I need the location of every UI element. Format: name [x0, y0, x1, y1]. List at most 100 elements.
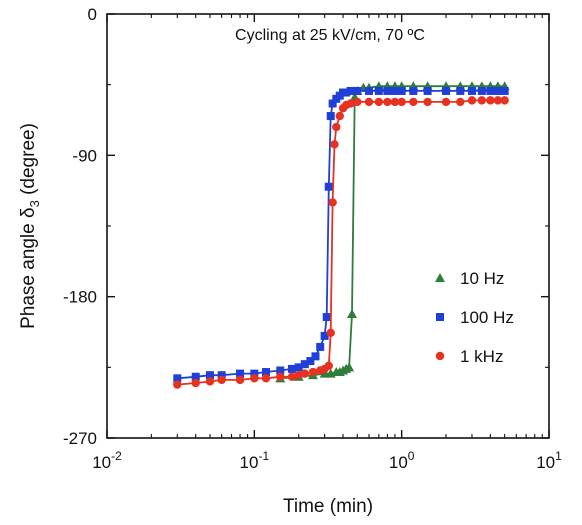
axis-ticks [106, 13, 550, 439]
y-axis-title-unit: (degree) [18, 123, 39, 200]
data-point-1-khz [324, 361, 333, 370]
data-point-1-khz [330, 140, 339, 149]
data-point-1-khz [276, 372, 285, 381]
data-point-100-hz [173, 374, 182, 383]
data-point-1-khz [326, 328, 335, 337]
data-point-100-hz [311, 352, 320, 361]
data-point-1-khz [390, 97, 400, 107]
x-tick-label-exponent: -2 [111, 449, 122, 463]
data-point-100-hz [294, 363, 303, 372]
legend-label-1-khz: 1 kHz [460, 347, 503, 366]
data-point-100-hz [306, 357, 315, 366]
series-1-khz [173, 96, 509, 389]
data-point-100-hz [383, 86, 392, 95]
data-point-10-hz [344, 362, 355, 372]
x-tick-label: 101 [536, 449, 562, 472]
data-point-1-khz [300, 369, 309, 378]
data-point-100-hz [324, 182, 333, 191]
data-point-1-khz [500, 96, 509, 105]
data-point-1-khz [346, 99, 355, 108]
series-line-1-khz [177, 99, 505, 386]
y-axis-title-main: Phase angle δ [18, 207, 39, 329]
legend-marker-10-hz [435, 273, 445, 282]
data-point-100-hz [300, 360, 309, 369]
legend-label-100-hz: 100 Hz [460, 308, 514, 327]
data-point-100-hz [320, 331, 329, 340]
data-point-1-khz [250, 374, 259, 383]
data-point-1-khz [205, 377, 215, 386]
data-point-100-hz [342, 88, 351, 97]
legend-item-10-hz: 10 Hz [435, 269, 504, 288]
y-tick-label: -270 [63, 429, 97, 448]
data-point-100-hz [467, 86, 476, 95]
data-point-100-hz [390, 86, 399, 95]
y-tick-label: -180 [63, 288, 97, 307]
data-point-1-khz [353, 97, 362, 107]
data-point-1-khz [456, 97, 465, 107]
data-point-100-hz [493, 86, 502, 95]
data-point-100-hz [276, 366, 285, 375]
data-point-1-khz [191, 378, 200, 388]
data-point-100-hz [346, 86, 355, 95]
legend-label-10-hz: 10 Hz [460, 269, 504, 288]
series-100-hz [173, 86, 509, 383]
x-tick-label-base: 10 [240, 453, 259, 472]
data-point-100-hz [322, 313, 331, 322]
data-point-100-hz [287, 364, 296, 373]
legend-marker-1-khz [435, 351, 445, 361]
data-point-100-hz [328, 99, 337, 108]
data-point-100-hz [442, 86, 451, 95]
data-point-100-hz [236, 369, 245, 378]
data-point-100-hz [316, 342, 325, 351]
legend: 10 Hz 100 Hz 1 kHz [435, 269, 514, 366]
legend-item-100-hz: 100 Hz [436, 308, 514, 327]
data-point-100-hz [250, 369, 259, 378]
data-point-100-hz [364, 86, 373, 95]
x-tick-label-exponent: 1 [555, 449, 562, 463]
data-point-10-hz [346, 308, 357, 318]
data-point-1-khz [261, 374, 271, 383]
data-point-1-khz [235, 375, 245, 385]
data-point-100-hz [374, 86, 383, 95]
x-tick-label: 100 [389, 449, 415, 472]
data-point-100-hz [423, 86, 432, 95]
data-point-1-khz [493, 96, 503, 105]
x-tick-label-exponent: 0 [408, 449, 415, 463]
y-axis-title-subscript: 3 [27, 200, 42, 207]
data-point-1-khz [364, 97, 374, 107]
data-point-100-hz [397, 86, 406, 95]
data-point-1-khz [332, 122, 341, 132]
x-axis-title: Time (min) [283, 496, 373, 517]
x-tick-label: 10-2 [92, 449, 122, 472]
series-line-10-hz [280, 85, 505, 380]
legend-marker-100-hz [436, 313, 444, 321]
data-point-1-khz [308, 367, 318, 377]
chart-annotation: Cycling at 25 kV/cm, 70 ºC [235, 27, 425, 44]
data-point-100-hz [500, 86, 509, 95]
data-point-1-khz [477, 96, 487, 105]
series-layer [173, 81, 510, 389]
data-point-100-hz [477, 86, 486, 95]
y-tick-label: -90 [72, 146, 97, 165]
legend-item-1-khz: 1 kHz [435, 347, 503, 366]
data-point-100-hz [456, 86, 465, 95]
data-point-100-hz [217, 371, 226, 380]
data-point-100-hz [409, 86, 418, 95]
data-point-1-khz [383, 97, 392, 107]
data-point-1-khz [217, 375, 226, 385]
y-axis-title: Phase angle δ3 (degree) [18, 123, 42, 329]
data-point-100-hz [261, 368, 270, 377]
data-point-1-khz [423, 97, 432, 107]
y-tick-label: 0 [88, 5, 97, 24]
data-point-100-hz [353, 86, 362, 95]
data-point-100-hz [205, 371, 214, 380]
data-point-1-khz [467, 96, 477, 105]
x-tick-label-base: 10 [536, 453, 555, 472]
x-tick-label-base: 10 [92, 453, 111, 472]
x-tick-label-base: 10 [389, 453, 408, 472]
data-point-1-khz [397, 97, 406, 107]
data-point-1-khz [486, 96, 495, 105]
x-tick-label-exponent: -1 [258, 449, 269, 463]
